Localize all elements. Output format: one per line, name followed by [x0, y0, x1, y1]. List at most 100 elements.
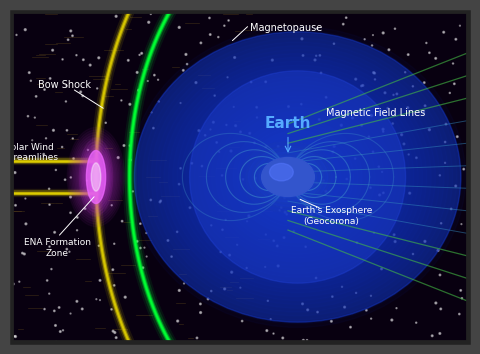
- Ellipse shape: [293, 173, 302, 181]
- Point: [404, 105, 411, 110]
- Point: [63, 246, 71, 252]
- Point: [135, 87, 143, 93]
- Point: [175, 181, 183, 187]
- Point: [322, 189, 330, 194]
- Ellipse shape: [93, 172, 99, 182]
- Point: [409, 84, 417, 89]
- Point: [329, 149, 336, 155]
- Point: [268, 57, 276, 63]
- Point: [11, 333, 19, 339]
- Ellipse shape: [79, 147, 113, 207]
- Point: [412, 320, 420, 326]
- Point: [391, 26, 399, 32]
- Point: [197, 310, 204, 315]
- Point: [348, 115, 356, 121]
- Point: [457, 287, 465, 293]
- Point: [359, 82, 367, 88]
- Point: [391, 239, 399, 244]
- Point: [320, 178, 327, 183]
- Ellipse shape: [95, 175, 97, 179]
- Point: [368, 42, 376, 48]
- Point: [137, 245, 144, 251]
- Point: [304, 307, 312, 313]
- Point: [253, 104, 261, 110]
- Point: [270, 331, 277, 336]
- Point: [239, 177, 247, 182]
- Point: [315, 117, 323, 122]
- Point: [279, 186, 287, 192]
- Ellipse shape: [190, 71, 406, 283]
- Ellipse shape: [282, 173, 294, 181]
- Point: [307, 183, 314, 189]
- Ellipse shape: [76, 142, 116, 212]
- Point: [462, 346, 469, 352]
- Point: [378, 266, 385, 272]
- Point: [144, 78, 152, 84]
- Point: [308, 211, 316, 217]
- Point: [157, 198, 165, 204]
- Point: [109, 267, 117, 273]
- Point: [440, 29, 447, 35]
- Point: [173, 229, 181, 235]
- Point: [77, 89, 84, 95]
- Point: [86, 62, 94, 68]
- Point: [73, 215, 81, 220]
- Ellipse shape: [90, 167, 102, 187]
- Ellipse shape: [82, 152, 110, 202]
- Text: Earth's Exosphere
(Geocorona): Earth's Exosphere (Geocorona): [290, 206, 372, 225]
- Point: [177, 7, 185, 13]
- Point: [339, 21, 347, 27]
- Point: [406, 190, 414, 196]
- Point: [136, 52, 144, 58]
- Point: [129, 189, 137, 194]
- Point: [375, 164, 383, 170]
- Point: [67, 210, 74, 216]
- Point: [59, 57, 66, 62]
- Point: [353, 240, 361, 245]
- Point: [51, 229, 59, 235]
- Point: [270, 238, 277, 244]
- Point: [413, 155, 420, 161]
- Point: [247, 79, 255, 85]
- Point: [114, 155, 122, 160]
- Point: [227, 148, 235, 154]
- Text: Magnetic Field Lines: Magnetic Field Lines: [326, 108, 426, 118]
- Ellipse shape: [260, 156, 316, 198]
- Point: [156, 1, 163, 7]
- Point: [52, 167, 60, 173]
- Point: [67, 194, 74, 200]
- Point: [262, 264, 269, 270]
- Point: [84, 147, 92, 153]
- Point: [277, 205, 285, 210]
- Point: [49, 127, 57, 133]
- Point: [197, 40, 205, 46]
- Point: [361, 36, 369, 42]
- Point: [136, 221, 144, 227]
- Point: [192, 80, 200, 85]
- Point: [150, 343, 158, 348]
- Point: [175, 24, 183, 30]
- Point: [67, 175, 75, 180]
- Point: [4, 29, 12, 35]
- Point: [64, 37, 72, 42]
- Ellipse shape: [91, 163, 101, 191]
- Point: [180, 281, 188, 286]
- Point: [52, 322, 60, 328]
- Point: [298, 36, 306, 42]
- Point: [428, 333, 436, 338]
- Ellipse shape: [84, 148, 108, 206]
- Point: [46, 202, 53, 207]
- Point: [211, 93, 218, 98]
- Ellipse shape: [81, 141, 111, 212]
- Point: [274, 143, 282, 149]
- Point: [186, 205, 194, 211]
- Point: [468, 2, 476, 8]
- Point: [204, 296, 212, 302]
- Point: [452, 183, 459, 189]
- Point: [206, 32, 214, 38]
- Ellipse shape: [89, 165, 103, 189]
- Point: [12, 202, 19, 208]
- Point: [434, 248, 442, 253]
- Point: [46, 291, 53, 297]
- Point: [313, 180, 321, 186]
